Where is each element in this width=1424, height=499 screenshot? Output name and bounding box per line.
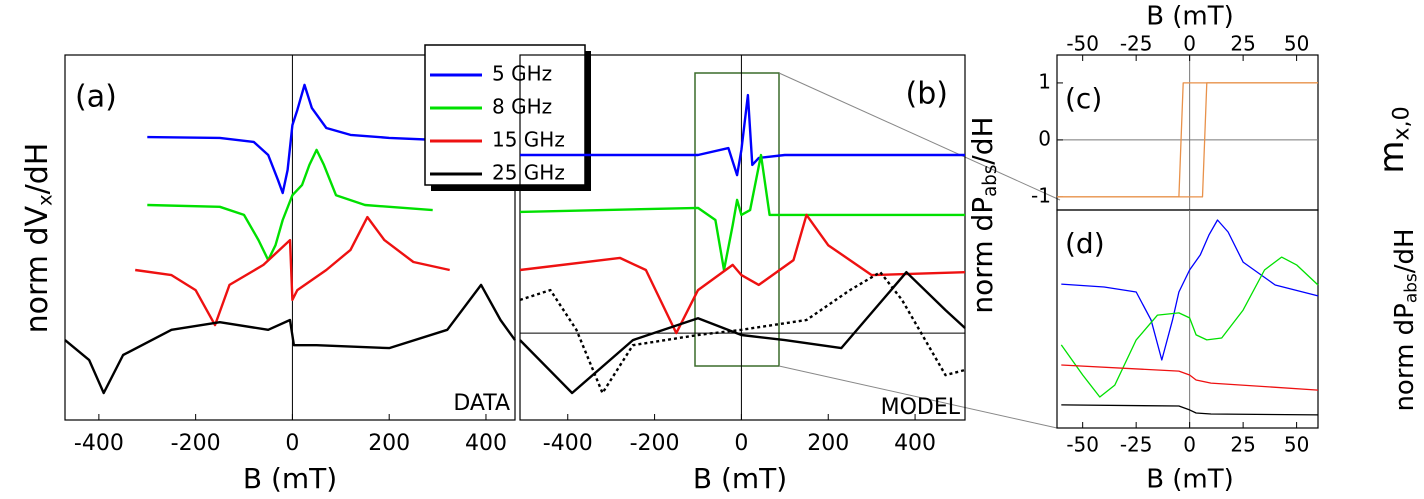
y-tick-label: 0 [1038, 126, 1051, 150]
x-axis-label: B (mT) [1146, 465, 1234, 495]
plot-frame [64, 54, 516, 421]
x-tick-label: -25 [1120, 32, 1153, 56]
x-tick-label: -200 [171, 431, 221, 456]
data-line [1061, 404, 1319, 416]
legend: 5 GHz 8 GHz 15 GHz 25 GHz [424, 44, 591, 191]
zoom-connector [778, 365, 1058, 429]
y-label-sub: abs [1401, 273, 1421, 303]
y-tick-label: 1 [1038, 69, 1051, 93]
y-label-sub: x,0 [1388, 106, 1414, 140]
data-line [1061, 364, 1319, 391]
x-tick-label: 50 [1284, 32, 1309, 56]
data-line [519, 271, 966, 395]
plot-frame [1056, 209, 1319, 429]
zoom-box [694, 72, 780, 367]
x-tick-label: 200 [807, 431, 849, 456]
data-line [1057, 82, 1318, 198]
legend-box [424, 44, 586, 186]
y-axis-label: norm dPabs/dH [966, 116, 1001, 313]
data-line [135, 215, 450, 327]
x-tick-label: 0 [734, 431, 748, 456]
y-label-tail: /dH [966, 116, 999, 164]
annotation: DATA [453, 391, 510, 416]
x-tick-label: -50 [1066, 32, 1099, 56]
data-line [1061, 219, 1319, 361]
x-tick-label: 50 [1284, 433, 1309, 457]
y-label-sub: x [33, 194, 56, 206]
annotation: MODEL [881, 395, 961, 420]
x-tick-label: 25 [1230, 32, 1255, 56]
panel-label: (a) [75, 80, 117, 115]
y-label-main: norm dP [966, 197, 999, 314]
y-axis-label: mx,0 [1372, 106, 1415, 173]
data-line [519, 213, 966, 335]
x-tick-label: -400 [543, 431, 593, 456]
legend-label: 25 GHz [492, 161, 565, 185]
x-axis-label: B (mT) [693, 462, 787, 495]
x-tick-label: 400 [465, 431, 507, 456]
panel-label: (c) [1065, 82, 1102, 115]
y-axis-label: norm dVx/dH [20, 143, 57, 334]
data-line [1060, 256, 1319, 398]
y-label-main: norm dV [20, 205, 55, 333]
x-tick-label: -25 [1120, 433, 1153, 457]
x-tick-label: 0 [1183, 433, 1196, 457]
y-label-main: norm dP [1390, 303, 1420, 411]
x-tick-label: 0 [285, 431, 299, 456]
x-axis-label: B (mT) [243, 462, 337, 495]
data-line [147, 148, 433, 262]
x-tick-label: 25 [1230, 433, 1255, 457]
data-line [519, 271, 966, 395]
legend-label: 5 GHz [492, 62, 552, 86]
x-tick-label: 0 [1183, 32, 1196, 56]
x-tick-label: -50 [1066, 433, 1099, 457]
panel-label: (d) [1065, 227, 1105, 260]
x-tick-label: -400 [74, 431, 124, 456]
y-tick-label: -1 [1031, 183, 1051, 207]
data-line [147, 83, 511, 195]
y-label-main: m [1372, 141, 1412, 174]
x-tick-label: 200 [368, 431, 410, 456]
x-tick-label: 400 [894, 431, 936, 456]
data-line [519, 153, 965, 272]
plot-frame [519, 54, 966, 421]
panel-label: (b) [906, 77, 948, 112]
x-tick-label: -200 [630, 431, 680, 456]
y-label-tail: /dH [20, 143, 55, 195]
data-line [520, 93, 965, 177]
legend-label: 8 GHz [492, 95, 552, 119]
y-axis-label: norm dPabs/dH [1390, 228, 1421, 411]
y-label-tail: /dH [1390, 228, 1420, 273]
y-label-sub: abs [980, 165, 1001, 197]
data-line [64, 283, 516, 395]
legend-label: 15 GHz [492, 128, 565, 152]
x-axis-label: B (mT) [1146, 2, 1234, 32]
zoom-connector [778, 72, 1061, 201]
